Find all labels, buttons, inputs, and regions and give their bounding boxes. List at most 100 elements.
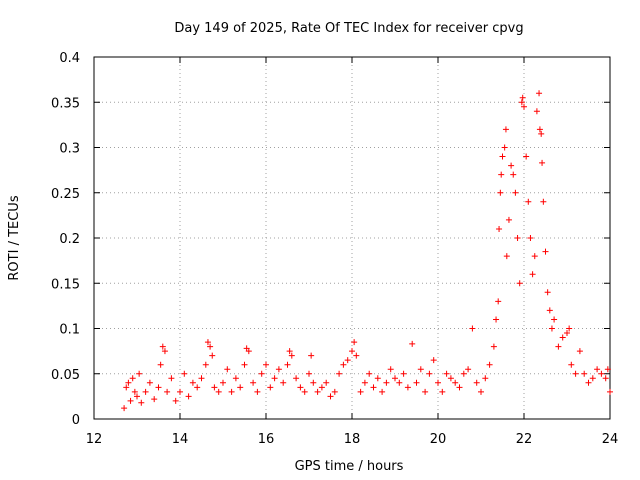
data-point: [452, 379, 459, 386]
data-point: [127, 397, 134, 404]
data-point: [502, 126, 509, 133]
data-point: [572, 370, 579, 377]
data-point: [527, 235, 534, 241]
data-point: [529, 271, 536, 278]
x-axis: 12 14 16 18 20 22 24: [86, 57, 618, 447]
data-point: [396, 379, 403, 386]
data-point: [336, 370, 343, 377]
data-point: [168, 375, 175, 382]
data-point: [331, 388, 338, 395]
data-point: [177, 388, 183, 395]
data-point: [318, 384, 325, 391]
data-point: [351, 339, 358, 346]
x-tick-label: 22: [516, 432, 533, 447]
data-point: [194, 384, 201, 391]
data-point: [518, 99, 525, 106]
data-point: [138, 399, 145, 406]
data-point: [209, 352, 216, 359]
data-point: [510, 171, 517, 178]
data-point: [404, 384, 411, 391]
data-point: [540, 198, 547, 205]
data-point: [523, 153, 530, 160]
data-point: [469, 325, 476, 332]
x-tick-label: 14: [172, 432, 189, 447]
data-point: [589, 375, 596, 382]
y-tick-label: 0.3: [59, 142, 80, 157]
data-point: [129, 375, 136, 382]
data-point: [486, 361, 493, 368]
data-point: [198, 375, 205, 382]
data-point: [447, 375, 454, 382]
y-tick-label: 0.35: [51, 96, 80, 111]
data-point: [519, 94, 526, 101]
data-point: [310, 379, 317, 386]
data-point: [430, 357, 437, 364]
data-point: [301, 388, 308, 395]
data-point: [473, 379, 480, 386]
data-point: [237, 384, 244, 391]
data-point: [400, 370, 407, 377]
data-point: [131, 388, 138, 395]
chart-title: Day 149 of 2025, Rate Of TEC Index for r…: [174, 21, 523, 36]
y-tick-label: 0.2: [59, 232, 80, 247]
data-point: [370, 384, 377, 391]
x-tick-label: 12: [86, 432, 103, 447]
data-point: [211, 384, 218, 391]
data-point: [505, 216, 512, 223]
y-tick-label: 0.25: [51, 187, 80, 202]
data-point: [521, 103, 527, 110]
data-point: [267, 384, 274, 391]
data-point: [383, 379, 390, 386]
data-point: [308, 352, 315, 359]
data-point: [536, 126, 543, 133]
data-points: [121, 90, 613, 412]
data-point: [555, 343, 562, 350]
data-point: [516, 280, 523, 287]
data-point: [314, 388, 321, 395]
y-tick-label: 0.15: [51, 277, 80, 292]
data-point: [306, 370, 312, 377]
data-point: [215, 388, 222, 395]
data-point: [142, 388, 149, 395]
data-point: [232, 375, 239, 382]
data-point: [155, 384, 162, 391]
y-axis-label: ROTI / TECUs: [7, 195, 22, 280]
data-point: [598, 370, 605, 377]
x-tick-label: 18: [344, 432, 361, 447]
data-point: [426, 370, 433, 377]
data-point: [288, 352, 295, 359]
x-axis-label: GPS time / hours: [295, 459, 404, 474]
data-point: [498, 171, 505, 178]
data-point: [340, 361, 347, 368]
data-point: [525, 198, 532, 205]
y-tick-label: 0.05: [51, 368, 80, 383]
data-point: [490, 343, 497, 350]
data-point: [361, 379, 368, 386]
data-point: [512, 189, 519, 196]
data-point: [125, 379, 132, 386]
data-point: [275, 366, 282, 373]
data-point: [536, 90, 543, 97]
data-point: [181, 370, 188, 377]
y-tick-label: 0.1: [59, 323, 80, 338]
data-point: [379, 388, 386, 395]
data-point: [576, 348, 583, 355]
data-point: [123, 384, 130, 391]
data-point: [607, 388, 613, 395]
data-point: [202, 361, 209, 368]
data-point: [204, 339, 211, 346]
data-point: [228, 388, 235, 395]
data-point: [514, 235, 521, 241]
data-point: [548, 325, 555, 332]
data-point: [374, 375, 381, 382]
grid: [94, 57, 610, 419]
data-point: [456, 384, 463, 391]
data-point: [387, 366, 394, 373]
data-point: [465, 366, 472, 373]
data-point: [602, 375, 609, 382]
data-point: [284, 361, 291, 368]
data-point: [564, 330, 570, 337]
data-point: [357, 388, 364, 395]
